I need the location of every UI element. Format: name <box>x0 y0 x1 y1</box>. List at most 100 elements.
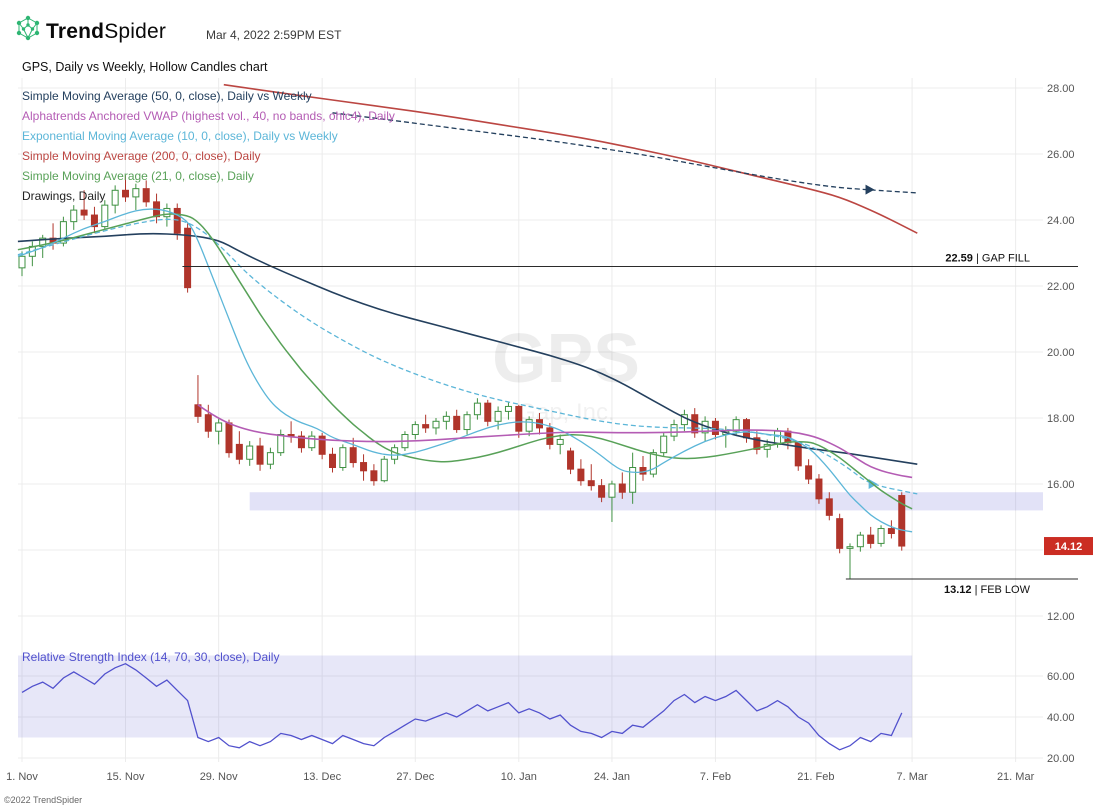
candle[interactable] <box>877 525 885 547</box>
candle[interactable] <box>204 404 212 438</box>
candle[interactable] <box>670 419 678 442</box>
candle[interactable] <box>556 434 564 455</box>
legend-item-1[interactable]: Alphatrends Anchored VWAP (highest vol.,… <box>22 109 395 123</box>
candle[interactable] <box>111 185 119 214</box>
candle[interactable] <box>339 444 347 471</box>
candle[interactable] <box>463 411 471 435</box>
candle[interactable] <box>349 437 357 468</box>
rsi-legend[interactable]: Relative Strength Index (14, 70, 30, clo… <box>22 650 280 664</box>
rsi-band <box>18 655 913 738</box>
candle[interactable] <box>215 418 223 445</box>
date-axis-label: 13. Dec <box>303 771 341 783</box>
candle[interactable] <box>266 447 274 470</box>
date-axis-label: 29. Nov <box>200 771 238 783</box>
candle[interactable] <box>432 418 440 435</box>
candle[interactable] <box>184 223 192 293</box>
sma-200-daily-line[interactable] <box>223 83 918 234</box>
price-axis-label: 18.00 <box>1047 413 1075 425</box>
candle[interactable] <box>887 520 895 539</box>
sma-50-weekly-line[interactable] <box>332 112 918 194</box>
candle[interactable] <box>815 474 823 504</box>
candle[interactable] <box>856 531 864 552</box>
feb-low-drawing[interactable]: 13.12 | FEB LOW <box>845 578 1078 596</box>
candle[interactable] <box>484 399 492 427</box>
candle[interactable] <box>297 431 305 453</box>
candle[interactable] <box>329 447 336 473</box>
trendspider-logo-icon <box>14 14 42 47</box>
candle[interactable] <box>608 480 616 522</box>
candle[interactable] <box>28 241 36 267</box>
candle[interactable] <box>898 492 906 551</box>
candle[interactable] <box>732 416 740 435</box>
feb-low-drawing-label: 13.12 | FEB LOW <box>944 584 1031 596</box>
candle[interactable] <box>225 419 233 458</box>
candle[interactable] <box>846 543 854 580</box>
candle[interactable] <box>494 406 502 430</box>
candle[interactable] <box>360 454 368 481</box>
copyright: ©2022 TrendSpider <box>4 795 83 805</box>
candle[interactable] <box>39 234 47 258</box>
ema-10-weekly-line[interactable] <box>17 218 918 495</box>
candle[interactable] <box>132 183 140 211</box>
anchored-vwap-line[interactable] <box>197 404 913 479</box>
candle[interactable] <box>235 431 243 465</box>
candle[interactable] <box>308 431 316 451</box>
sma-50-weekly-projection-arrow[interactable] <box>865 184 875 195</box>
candle[interactable] <box>525 416 533 437</box>
date-axis-label: 27. Dec <box>396 771 434 783</box>
candle[interactable] <box>277 429 285 456</box>
candle[interactable] <box>587 464 595 491</box>
candle[interactable] <box>629 452 637 504</box>
gap-fill-drawing-label: 22.59 | GAP FILL <box>945 253 1030 265</box>
candle[interactable] <box>867 526 875 549</box>
legend-item-3[interactable]: Simple Moving Average (200, 0, close), D… <box>22 149 261 163</box>
price-axis-label: 12.00 <box>1047 611 1075 623</box>
candle[interactable] <box>318 432 326 460</box>
candle[interactable] <box>80 190 88 220</box>
candle[interactable] <box>256 437 264 471</box>
candle[interactable] <box>805 459 813 484</box>
candle[interactable] <box>142 180 150 207</box>
candle[interactable] <box>422 414 430 433</box>
gap-fill-drawing[interactable]: 22.59 | GAP FILL <box>182 253 1078 268</box>
candle[interactable] <box>753 431 761 455</box>
legend-item-5[interactable]: Drawings, Daily <box>22 189 106 203</box>
candle[interactable] <box>70 205 78 230</box>
candle[interactable] <box>442 411 450 430</box>
date-axis-label: 24. Jan <box>594 771 630 783</box>
trendspider-logo[interactable]: TrendSpider <box>46 20 166 44</box>
candle[interactable] <box>598 479 606 503</box>
candle[interactable] <box>836 513 844 554</box>
candles-layer <box>18 175 906 580</box>
candle[interactable] <box>473 398 481 420</box>
candle[interactable] <box>794 441 802 471</box>
candle[interactable] <box>411 421 419 440</box>
ema-10-daily-line[interactable] <box>17 208 913 533</box>
candle[interactable] <box>618 472 626 499</box>
candle[interactable] <box>504 401 512 420</box>
candle[interactable] <box>660 432 668 456</box>
candle[interactable] <box>90 206 98 234</box>
rsi-line[interactable] <box>21 662 903 751</box>
candle[interactable] <box>567 447 575 475</box>
candle[interactable] <box>453 409 461 433</box>
candle[interactable] <box>194 375 202 423</box>
candle[interactable] <box>287 421 295 443</box>
sma-50-daily-line[interactable] <box>17 232 918 465</box>
sma-21-daily-line[interactable] <box>17 213 913 510</box>
candle[interactable] <box>825 492 833 521</box>
legend-item-0[interactable]: Simple Moving Average (50, 0, close), Da… <box>22 89 312 103</box>
legend-item-2[interactable]: Exponential Moving Average (10, 0, close… <box>22 129 338 143</box>
support-zone-drawing[interactable] <box>249 492 1043 511</box>
candle[interactable] <box>101 200 109 230</box>
legend-item-4[interactable]: Simple Moving Average (21, 0, close), Da… <box>22 169 254 183</box>
candle[interactable] <box>577 459 585 486</box>
candle[interactable] <box>122 175 129 202</box>
candle[interactable] <box>639 455 647 481</box>
candle[interactable] <box>391 444 399 465</box>
candle[interactable] <box>59 216 67 247</box>
candle[interactable] <box>380 455 388 483</box>
candle[interactable] <box>370 464 378 486</box>
candle[interactable] <box>246 441 254 466</box>
